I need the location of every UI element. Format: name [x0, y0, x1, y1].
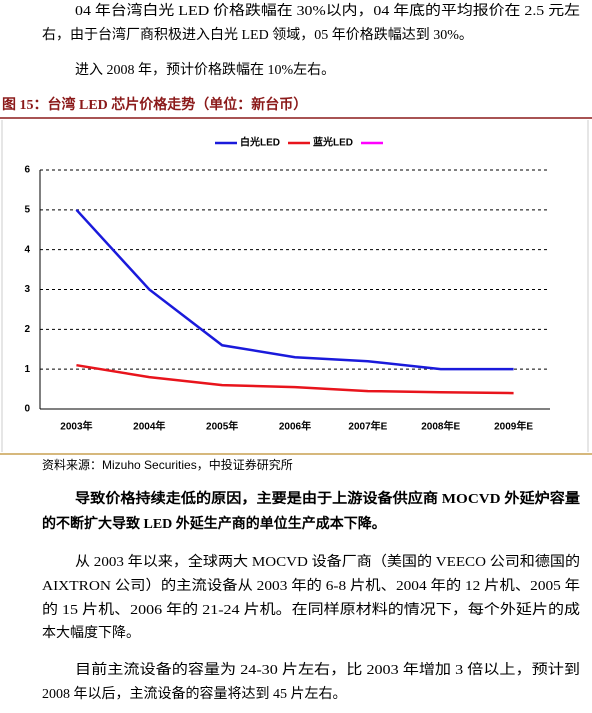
data-line — [75, 208, 514, 371]
y-tick-label: 0 — [24, 404, 30, 415]
legend-label: 白光LED — [240, 136, 280, 149]
y-tick-label: 4 — [24, 244, 30, 255]
paragraph-line: 的不断扩大导致 LED 外延生产商的单位生产成本下降。 — [42, 515, 386, 532]
source: 资料来源：Mizuho Securities，中投证券研究所 — [42, 457, 293, 472]
legend-label: 蓝光LED — [313, 136, 353, 149]
data-line — [76, 363, 514, 395]
x-tick-label: 2006年 — [279, 420, 311, 433]
paragraph-line: 04 年台湾白光 LED 价格跌幅在 30%以内，04 年底的平均报价在 2.5… — [75, 2, 580, 19]
paragraph-line: 从 2003 年以来，全球两大 MOCVD 设备厂商（美国的 VEECO 公司和… — [75, 553, 580, 570]
paragraph-line: 2008 年以后，主流设备的容量将达到 45 片左右。 — [42, 685, 347, 702]
x-tick-label: 2007年E — [348, 420, 387, 433]
paragraph-line: 右，由于台湾厂商积极进入白光 LED 领域，05 年价格跌幅达到 30%。 — [42, 26, 473, 43]
figure-title: 图 15：台湾 LED 芯片价格走势（单位：新台币） — [2, 96, 307, 113]
x-tick-label: 2009年E — [494, 420, 533, 433]
x-tick-label: 2004年 — [133, 420, 165, 433]
y-tick-label: 2 — [24, 324, 30, 335]
paragraph-line: 目前主流设备的容量为 24-30 片左右，比 2003 年增加 3 倍以上，预计… — [75, 661, 580, 678]
y-tick-label: 5 — [24, 204, 30, 215]
paragraph-line: 本大幅度下降。 — [42, 625, 140, 641]
y-tick-label: 3 — [24, 284, 30, 295]
x-tick-label: 2008年E — [421, 420, 460, 433]
paragraph-line: 的 15 片机、2006 年的 21-24 片机。在同样原材料的情况下，每个外延… — [42, 602, 580, 618]
y-tick-label: 1 — [24, 364, 30, 375]
x-tick-label: 2003年 — [60, 420, 92, 433]
y-tick-label: 6 — [24, 165, 30, 176]
paragraph-line: 导致价格持续走低的原因，主要是由于上游设备供应商 MOCVD 外延炉容量 — [75, 490, 580, 507]
paragraph-line: AIXTRON 公司）的主流设备从 2003 年的 6-8 片机、2004 年的… — [42, 577, 580, 594]
x-tick-label: 2005年 — [206, 420, 238, 433]
paragraph-line: 进入 2008 年，预计价格跌幅在 10%左右。 — [75, 62, 335, 78]
